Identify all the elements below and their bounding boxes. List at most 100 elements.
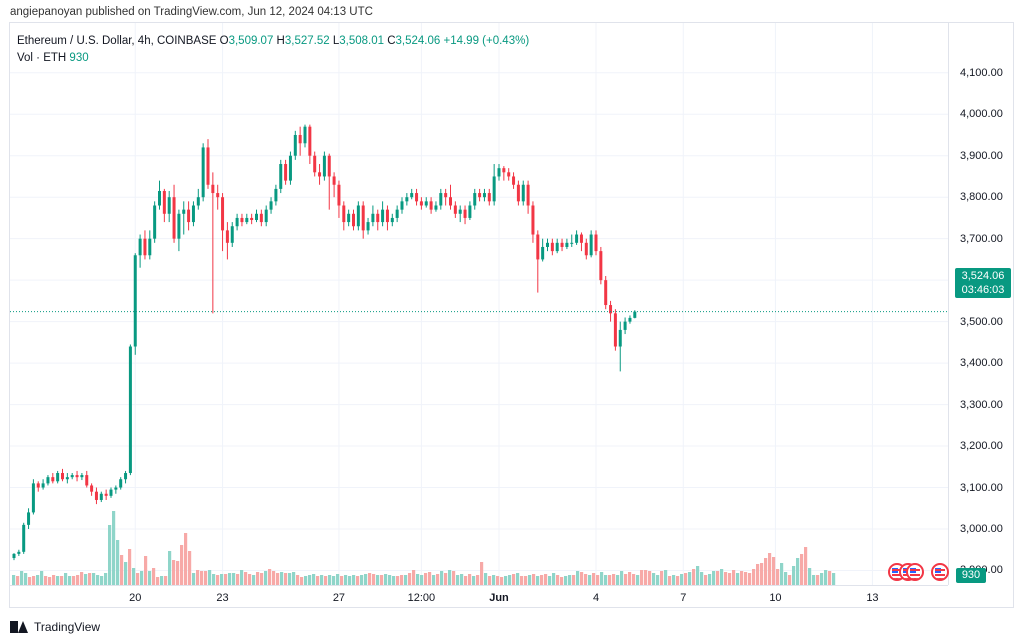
symbol-title[interactable]: Ethereum / U.S. Dollar, 4h, COINBASE <box>17 35 217 47</box>
volume-value: 930 <box>69 52 89 64</box>
volume-bar <box>640 570 644 585</box>
volume-bar <box>140 571 144 585</box>
candle-body <box>502 168 506 173</box>
volume-bar <box>276 573 280 585</box>
candle-body <box>56 473 60 482</box>
candle-body <box>555 242 559 252</box>
volume-bar <box>288 573 292 585</box>
candle-body <box>31 483 35 513</box>
volume-bar <box>588 575 592 585</box>
candle-body <box>143 238 147 256</box>
candle-body <box>274 188 278 202</box>
volume-bar <box>304 576 308 585</box>
volume-bar <box>748 573 752 585</box>
volume-bar <box>248 574 252 585</box>
high-value: 3,527.52 <box>284 35 330 47</box>
candle-body <box>492 176 496 202</box>
volume-bar <box>752 569 756 585</box>
candle-body <box>487 193 491 202</box>
candle-body <box>187 209 191 223</box>
volume-bar <box>688 572 692 585</box>
candle-body <box>560 242 564 247</box>
volume-bar <box>308 575 312 585</box>
volume-bar <box>760 563 764 585</box>
volume-bar <box>180 545 184 585</box>
candle-body <box>390 217 394 223</box>
volume-bar <box>216 575 220 585</box>
volume-bar <box>776 569 780 585</box>
time-tick-label: 10 <box>769 592 782 604</box>
candle-body <box>371 213 375 223</box>
candle-body <box>124 473 128 480</box>
candle-body <box>36 483 40 488</box>
volume-bar <box>152 568 156 585</box>
candle-body <box>27 512 31 525</box>
candle-body <box>264 209 268 223</box>
volume-bar <box>392 576 396 585</box>
candle-body <box>211 184 215 194</box>
volume-bar <box>568 575 572 585</box>
volume-bar <box>500 577 504 585</box>
volume-bar <box>104 573 108 585</box>
candle-body <box>526 184 530 206</box>
volume-bar <box>108 525 112 585</box>
price-tick-label: 3,300.00 <box>960 398 1003 411</box>
volume-label[interactable]: Vol · ETH <box>17 52 67 64</box>
candle-body <box>230 226 234 243</box>
time-tick-label: 13 <box>866 592 879 604</box>
volume-bar <box>548 576 552 585</box>
volume-bar <box>644 570 648 585</box>
candle-body <box>318 172 322 177</box>
volume-bar <box>328 575 332 585</box>
volume-bar <box>524 576 528 585</box>
volume-bar <box>40 571 44 585</box>
volume-bar <box>784 572 788 585</box>
volume-bar <box>168 551 172 585</box>
candle-body <box>17 551 21 554</box>
candle-body <box>633 311 637 318</box>
time-tick-label: 7 <box>680 592 687 604</box>
volume-bar <box>764 558 768 585</box>
candle-body <box>22 524 26 552</box>
close-value: 3,524.06 <box>395 35 441 47</box>
volume-bar <box>504 576 508 585</box>
volume-bar <box>488 576 492 585</box>
volume-bar <box>724 572 728 585</box>
price-chart[interactable] <box>10 23 948 585</box>
time-axis[interactable]: 20 23 27 12:00 Jun 4 7 10 13 <box>10 585 948 608</box>
candle-body <box>250 217 254 221</box>
volume-bar <box>604 575 608 585</box>
us-flag-event-icon[interactable] <box>931 563 949 581</box>
candle-body <box>158 190 161 206</box>
volume-bar <box>316 576 320 585</box>
volume-bar <box>756 564 760 585</box>
volume-bar <box>556 575 560 585</box>
volume-bar <box>212 574 216 585</box>
footer-branding: TradingView <box>10 620 100 634</box>
volume-bar <box>576 571 580 585</box>
chart-frame <box>9 22 1014 608</box>
volume-bar <box>444 573 448 585</box>
candle-body <box>618 329 622 347</box>
candle-body <box>575 234 579 243</box>
volume-bar <box>596 575 600 585</box>
volume-bar <box>476 575 480 585</box>
volume-bar <box>36 575 40 585</box>
volume-bar <box>580 572 584 585</box>
price-axis[interactable]: 4,100.00 4,000.00 3,900.00 3,800.00 3,700.00… <box>948 23 1014 585</box>
volume-bar <box>264 571 268 585</box>
candle-body <box>361 205 365 231</box>
volume-bar <box>204 571 208 585</box>
volume-bar <box>260 573 264 585</box>
us-flag-event-icon[interactable] <box>906 563 924 581</box>
volume-bar <box>464 576 468 585</box>
candle-body <box>288 155 292 181</box>
volume-bar <box>448 570 452 585</box>
volume-bar <box>628 572 632 585</box>
candle-body <box>104 493 108 496</box>
volume-bar <box>208 570 212 585</box>
candle-body <box>599 251 603 281</box>
volume-bar <box>496 576 500 585</box>
volume-bar <box>200 571 204 585</box>
candle-body <box>70 475 74 478</box>
